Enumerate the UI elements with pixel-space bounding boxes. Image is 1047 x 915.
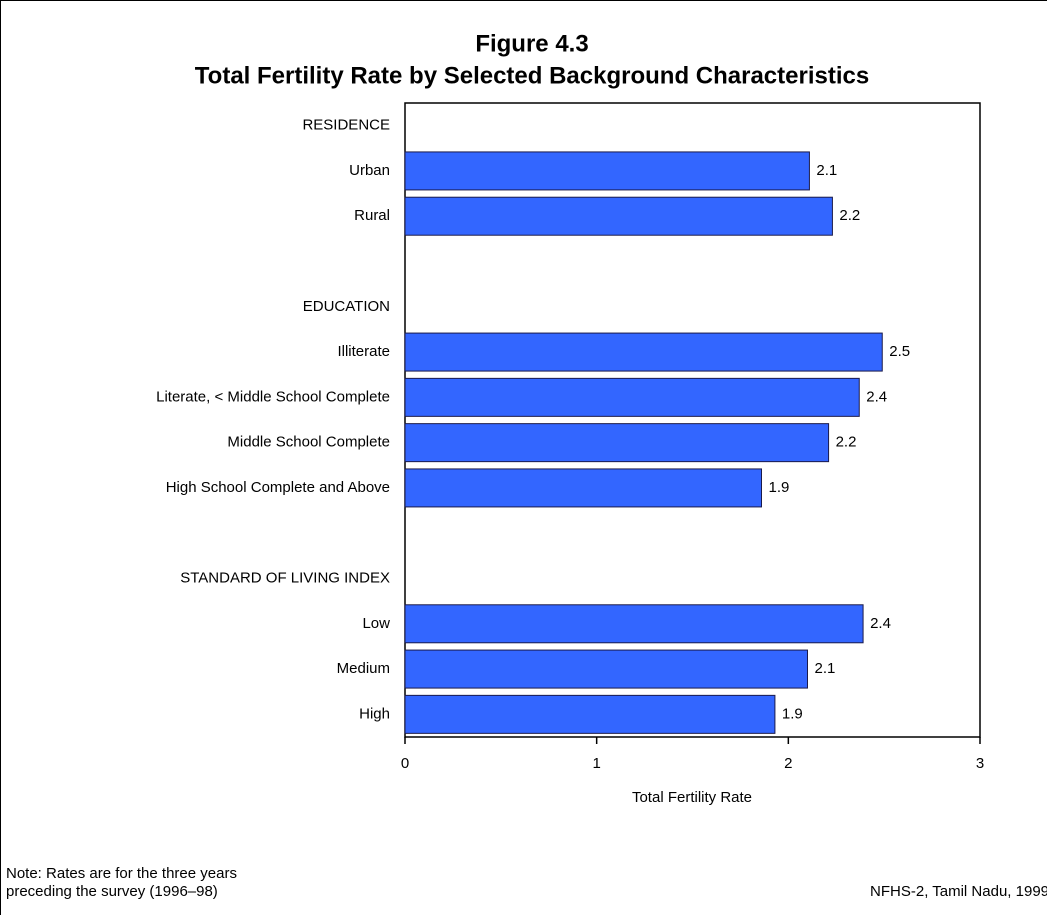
x-tick-label: 0: [401, 755, 409, 772]
y-tick-label: Rural: [354, 207, 390, 224]
chart-title: Figure 4.3: [475, 30, 588, 57]
x-tick-label: 1: [592, 755, 600, 772]
y-tick-label: Illiterate: [337, 343, 390, 360]
bar: [404, 604, 864, 644]
chart-title: Total Fertility Rate by Selected Backgro…: [195, 62, 869, 89]
value-label: 1.9: [769, 479, 790, 496]
x-tick-label: 2: [784, 755, 792, 772]
value-label: 2.5: [889, 343, 910, 360]
bar: [404, 151, 810, 191]
value-label: 2.4: [870, 615, 891, 632]
bar: [404, 649, 808, 689]
note: preceding the survey (1996–98): [6, 883, 218, 900]
x-tick-label: 3: [976, 755, 984, 772]
bar: [404, 423, 830, 463]
y-tick-label: RESIDENCE: [302, 117, 390, 134]
y-tick-label: Medium: [337, 660, 390, 677]
x-axis-label: Total Fertility Rate: [632, 789, 752, 806]
plot-frame: [404, 102, 981, 738]
value-label: 2.2: [836, 434, 857, 451]
y-tick-label: Middle School Complete: [227, 434, 390, 451]
bar: [404, 468, 762, 508]
value-label: 2.1: [816, 162, 837, 179]
y-tick-label: Literate, < Middle School Complete: [156, 388, 390, 405]
value-label: 2.4: [866, 388, 887, 405]
y-tick-label: STANDARD OF LIVING INDEX: [180, 569, 390, 586]
bar: [404, 377, 860, 417]
bar: [404, 332, 883, 372]
value-label: 2.1: [815, 660, 836, 677]
bar: [404, 196, 833, 236]
y-tick-label: Low: [362, 615, 390, 632]
source: NFHS-2, Tamil Nadu, 1999: [870, 883, 1047, 900]
y-tick-label: EDUCATION: [303, 298, 390, 315]
y-tick-label: High: [359, 705, 390, 722]
y-tick-label: High School Complete and Above: [166, 479, 390, 496]
y-tick-label: Urban: [349, 162, 390, 179]
value-label: 2.2: [839, 207, 860, 224]
bar: [404, 694, 776, 734]
value-label: 1.9: [782, 705, 803, 722]
note: Note: Rates are for the three years: [6, 865, 237, 882]
